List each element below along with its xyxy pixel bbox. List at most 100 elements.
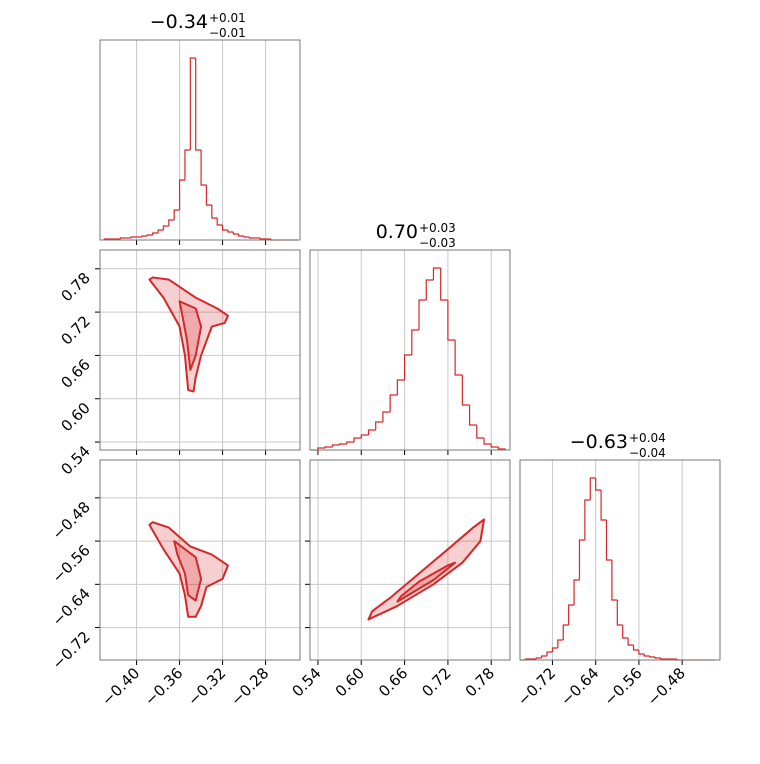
x-tick-label: −0.48 <box>644 664 689 709</box>
title-minus: −0.04 <box>629 446 666 460</box>
histogram-step <box>227 230 234 233</box>
contour <box>173 540 203 602</box>
histogram-step <box>551 647 558 652</box>
contour <box>148 276 229 393</box>
histogram-step <box>454 340 463 376</box>
histogram-step <box>331 444 340 447</box>
x-tick-label: 0.78 <box>462 664 498 700</box>
title-plus: +0.03 <box>419 221 456 235</box>
histogram-step <box>411 329 420 355</box>
histogram-step <box>205 185 212 206</box>
histogram-step <box>141 235 148 237</box>
y-tick-label: 0.72 <box>57 312 93 348</box>
histogram-step <box>627 638 634 646</box>
histogram-step <box>584 499 591 540</box>
panel-frame <box>99 459 301 661</box>
x-tick-label: −0.36 <box>141 664 186 709</box>
histogram-step <box>162 225 169 230</box>
histogram-step <box>259 238 266 240</box>
histogram-step <box>324 446 333 448</box>
panel-frame <box>99 39 301 241</box>
histogram-step <box>389 394 398 412</box>
x-tick-label: −0.72 <box>514 664 559 709</box>
histogram-step <box>200 150 207 186</box>
x-tick-label: −0.56 <box>601 664 646 709</box>
x-tick-label: −0.28 <box>227 664 272 709</box>
histogram-step <box>403 354 412 380</box>
x-tick-label: 0.54 <box>288 664 324 700</box>
histogram-step <box>622 625 629 639</box>
histogram-step <box>468 405 477 426</box>
histogram-step <box>546 651 553 656</box>
histogram-step <box>476 425 485 439</box>
histogram-step <box>360 434 369 438</box>
histogram-step <box>243 236 250 238</box>
histogram-step <box>483 438 492 445</box>
title-plus: +0.04 <box>629 431 666 445</box>
histogram-step <box>418 299 427 330</box>
x-tick-label: −0.32 <box>184 664 229 709</box>
title-plus: +0.01 <box>209 11 246 25</box>
histogram-step <box>425 279 434 300</box>
histogram-step <box>248 237 255 239</box>
x-tick-label: 0.66 <box>375 664 411 700</box>
histogram-step <box>497 447 506 450</box>
histogram-step <box>589 477 596 500</box>
histogram-step <box>573 579 580 605</box>
histogram-step <box>168 219 175 226</box>
histogram-step <box>178 179 185 210</box>
y-tick-label: −0.48 <box>49 498 94 543</box>
histogram-step <box>119 237 126 239</box>
histogram-step <box>440 268 448 301</box>
histogram-step <box>654 657 661 659</box>
histogram-step <box>578 539 585 580</box>
histogram-step <box>238 234 245 237</box>
histogram-step <box>659 658 666 660</box>
contour <box>396 561 457 603</box>
histogram-step <box>541 655 548 658</box>
histogram-step <box>173 209 180 220</box>
panel-title: 0.70 <box>376 221 418 243</box>
panel-frame <box>309 459 511 661</box>
histogram-step <box>221 225 228 231</box>
histogram-step <box>649 656 656 658</box>
y-tick-label: −0.64 <box>49 584 94 629</box>
histogram-step <box>317 447 326 450</box>
histogram-step <box>184 149 191 180</box>
histogram-step <box>432 267 441 280</box>
y-tick-label: −0.56 <box>49 541 94 586</box>
contour <box>178 300 203 371</box>
histogram-step <box>157 229 164 233</box>
histogram-step <box>396 379 405 395</box>
histogram-step <box>595 478 602 491</box>
panel-title: −0.34 <box>150 11 208 33</box>
x-tick-label: 0.72 <box>418 664 454 700</box>
panel-frame <box>99 249 301 451</box>
histogram-step <box>346 441 355 444</box>
histogram-step <box>568 604 575 625</box>
panel-frame <box>309 249 511 451</box>
histogram-step <box>375 421 383 430</box>
histogram-step <box>382 411 391 422</box>
histogram-step <box>367 429 376 435</box>
histogram-step <box>600 490 607 521</box>
title-minus: −0.03 <box>419 236 456 250</box>
title-minus: −0.01 <box>209 26 246 40</box>
histogram-step <box>447 300 456 341</box>
y-tick-label: 0.60 <box>57 399 93 435</box>
histogram-step <box>353 437 362 442</box>
histogram-step <box>130 236 137 238</box>
x-tick-label: −0.64 <box>557 664 602 709</box>
histogram-step <box>616 600 623 626</box>
panel-frame <box>519 459 721 661</box>
histogram-step <box>216 218 223 226</box>
y-tick-label: 0.54 <box>57 442 93 478</box>
y-tick-label: 0.66 <box>57 356 93 392</box>
histogram-step <box>232 232 239 235</box>
histogram-step <box>195 58 202 151</box>
histogram-step <box>146 234 153 236</box>
y-tick-label: −0.72 <box>49 628 94 673</box>
x-tick-label: −0.40 <box>98 664 143 709</box>
x-tick-label: 0.60 <box>332 664 368 700</box>
